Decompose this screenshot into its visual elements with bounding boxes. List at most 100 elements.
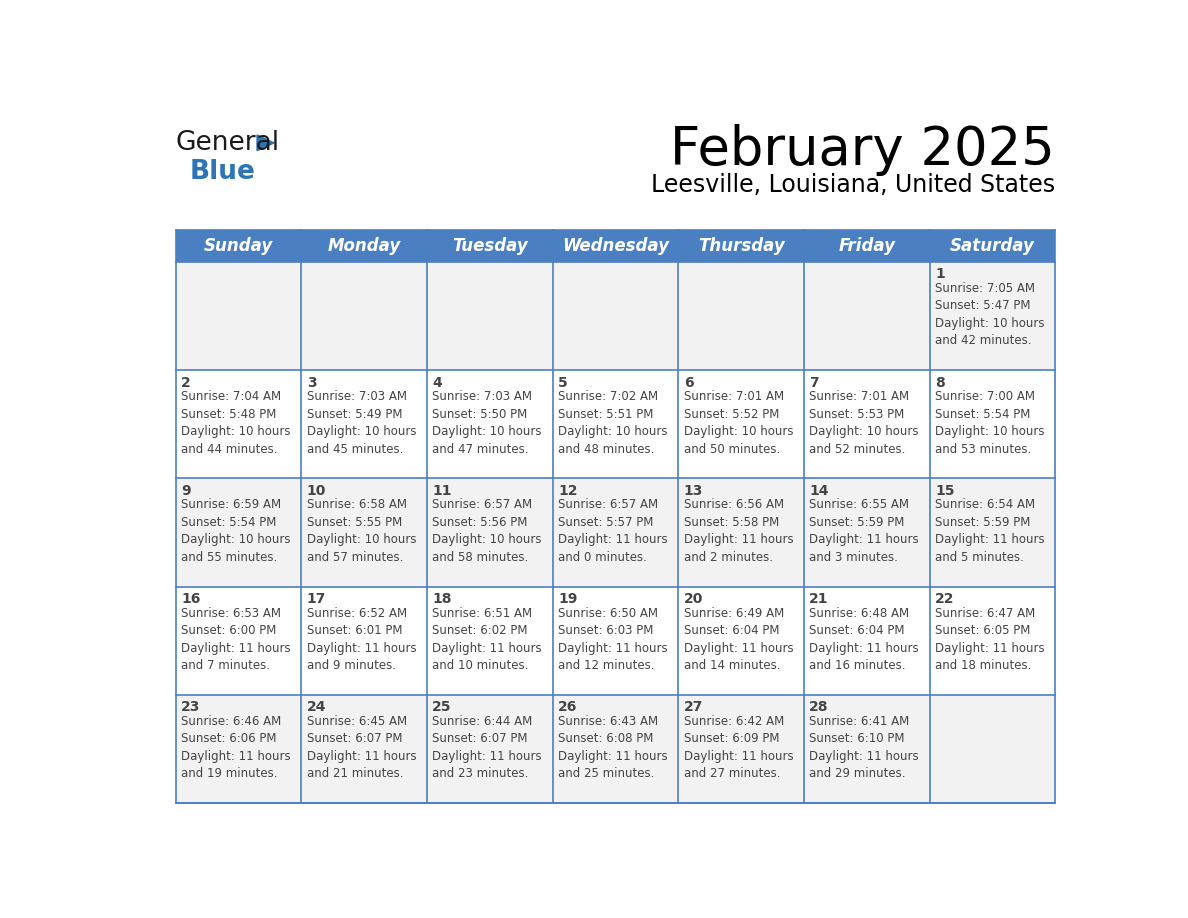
Text: February 2025: February 2025: [670, 124, 1055, 176]
Text: 12: 12: [558, 484, 577, 498]
Text: 5: 5: [558, 375, 568, 389]
Bar: [804, 478, 929, 587]
Text: 1: 1: [935, 267, 944, 281]
Text: Sunrise: 6:57 AM
Sunset: 5:56 PM
Daylight: 10 hours
and 58 minutes.: Sunrise: 6:57 AM Sunset: 5:56 PM Dayligh…: [432, 498, 542, 564]
Text: Sunrise: 6:58 AM
Sunset: 5:55 PM
Daylight: 10 hours
and 57 minutes.: Sunrise: 6:58 AM Sunset: 5:55 PM Dayligh…: [307, 498, 416, 564]
Bar: [176, 587, 302, 695]
Text: Monday: Monday: [328, 237, 400, 254]
Text: 3: 3: [307, 375, 316, 389]
Text: 19: 19: [558, 592, 577, 606]
Bar: [426, 370, 552, 478]
Bar: [929, 587, 1055, 695]
Text: 14: 14: [809, 484, 829, 498]
Text: Sunrise: 7:00 AM
Sunset: 5:54 PM
Daylight: 10 hours
and 53 minutes.: Sunrise: 7:00 AM Sunset: 5:54 PM Dayligh…: [935, 390, 1044, 455]
Text: 21: 21: [809, 592, 829, 606]
Text: Blue: Blue: [190, 160, 255, 185]
Bar: [552, 370, 678, 478]
Text: 10: 10: [307, 484, 326, 498]
Bar: [804, 262, 929, 370]
Text: Sunrise: 6:48 AM
Sunset: 6:04 PM
Daylight: 11 hours
and 16 minutes.: Sunrise: 6:48 AM Sunset: 6:04 PM Dayligh…: [809, 607, 920, 672]
Text: 27: 27: [683, 700, 703, 714]
Bar: [426, 587, 552, 695]
Bar: [176, 262, 302, 370]
Bar: [678, 695, 804, 803]
Text: Sunrise: 6:41 AM
Sunset: 6:10 PM
Daylight: 11 hours
and 29 minutes.: Sunrise: 6:41 AM Sunset: 6:10 PM Dayligh…: [809, 715, 920, 780]
Bar: [302, 478, 426, 587]
Text: Sunrise: 6:57 AM
Sunset: 5:57 PM
Daylight: 11 hours
and 0 minutes.: Sunrise: 6:57 AM Sunset: 5:57 PM Dayligh…: [558, 498, 668, 564]
Text: General: General: [176, 130, 279, 156]
Text: Friday: Friday: [839, 237, 896, 254]
Text: 11: 11: [432, 484, 451, 498]
Text: Sunrise: 7:04 AM
Sunset: 5:48 PM
Daylight: 10 hours
and 44 minutes.: Sunrise: 7:04 AM Sunset: 5:48 PM Dayligh…: [181, 390, 291, 455]
Text: 16: 16: [181, 592, 201, 606]
Bar: [929, 478, 1055, 587]
Text: Sunrise: 6:55 AM
Sunset: 5:59 PM
Daylight: 11 hours
and 3 minutes.: Sunrise: 6:55 AM Sunset: 5:59 PM Dayligh…: [809, 498, 920, 564]
Text: Sunrise: 6:53 AM
Sunset: 6:00 PM
Daylight: 11 hours
and 7 minutes.: Sunrise: 6:53 AM Sunset: 6:00 PM Dayligh…: [181, 607, 291, 672]
Text: Sunrise: 7:02 AM
Sunset: 5:51 PM
Daylight: 10 hours
and 48 minutes.: Sunrise: 7:02 AM Sunset: 5:51 PM Dayligh…: [558, 390, 668, 455]
Bar: [426, 262, 552, 370]
Text: 20: 20: [683, 592, 703, 606]
Text: 28: 28: [809, 700, 829, 714]
Bar: [929, 370, 1055, 478]
Bar: [552, 587, 678, 695]
Text: Sunrise: 6:59 AM
Sunset: 5:54 PM
Daylight: 10 hours
and 55 minutes.: Sunrise: 6:59 AM Sunset: 5:54 PM Dayligh…: [181, 498, 291, 564]
Text: Sunrise: 6:47 AM
Sunset: 6:05 PM
Daylight: 11 hours
and 18 minutes.: Sunrise: 6:47 AM Sunset: 6:05 PM Dayligh…: [935, 607, 1044, 672]
Bar: [552, 262, 678, 370]
Text: Sunrise: 7:01 AM
Sunset: 5:53 PM
Daylight: 10 hours
and 52 minutes.: Sunrise: 7:01 AM Sunset: 5:53 PM Dayligh…: [809, 390, 918, 455]
Bar: [678, 230, 804, 262]
Bar: [426, 695, 552, 803]
Text: Sunrise: 7:01 AM
Sunset: 5:52 PM
Daylight: 10 hours
and 50 minutes.: Sunrise: 7:01 AM Sunset: 5:52 PM Dayligh…: [683, 390, 794, 455]
Bar: [302, 587, 426, 695]
Text: Sunrise: 6:54 AM
Sunset: 5:59 PM
Daylight: 11 hours
and 5 minutes.: Sunrise: 6:54 AM Sunset: 5:59 PM Dayligh…: [935, 498, 1044, 564]
Bar: [552, 230, 678, 262]
Text: 22: 22: [935, 592, 954, 606]
Bar: [176, 370, 302, 478]
Bar: [552, 695, 678, 803]
Bar: [302, 262, 426, 370]
Bar: [929, 262, 1055, 370]
Text: 23: 23: [181, 700, 201, 714]
Text: 15: 15: [935, 484, 954, 498]
Bar: [552, 478, 678, 587]
Text: 26: 26: [558, 700, 577, 714]
Bar: [302, 695, 426, 803]
Text: Sunrise: 6:49 AM
Sunset: 6:04 PM
Daylight: 11 hours
and 14 minutes.: Sunrise: 6:49 AM Sunset: 6:04 PM Dayligh…: [683, 607, 794, 672]
Text: Sunrise: 6:42 AM
Sunset: 6:09 PM
Daylight: 11 hours
and 27 minutes.: Sunrise: 6:42 AM Sunset: 6:09 PM Dayligh…: [683, 715, 794, 780]
Bar: [678, 478, 804, 587]
Bar: [302, 230, 426, 262]
Text: Sunrise: 6:43 AM
Sunset: 6:08 PM
Daylight: 11 hours
and 25 minutes.: Sunrise: 6:43 AM Sunset: 6:08 PM Dayligh…: [558, 715, 668, 780]
Text: Sunrise: 6:50 AM
Sunset: 6:03 PM
Daylight: 11 hours
and 12 minutes.: Sunrise: 6:50 AM Sunset: 6:03 PM Dayligh…: [558, 607, 668, 672]
Bar: [929, 695, 1055, 803]
Text: 24: 24: [307, 700, 327, 714]
Text: Sunrise: 6:52 AM
Sunset: 6:01 PM
Daylight: 11 hours
and 9 minutes.: Sunrise: 6:52 AM Sunset: 6:01 PM Dayligh…: [307, 607, 416, 672]
Text: Sunrise: 6:46 AM
Sunset: 6:06 PM
Daylight: 11 hours
and 19 minutes.: Sunrise: 6:46 AM Sunset: 6:06 PM Dayligh…: [181, 715, 291, 780]
Bar: [426, 478, 552, 587]
Bar: [176, 695, 302, 803]
Text: Sunrise: 7:03 AM
Sunset: 5:50 PM
Daylight: 10 hours
and 47 minutes.: Sunrise: 7:03 AM Sunset: 5:50 PM Dayligh…: [432, 390, 542, 455]
Bar: [426, 230, 552, 262]
Polygon shape: [257, 135, 274, 151]
Text: Sunrise: 6:56 AM
Sunset: 5:58 PM
Daylight: 11 hours
and 2 minutes.: Sunrise: 6:56 AM Sunset: 5:58 PM Dayligh…: [683, 498, 794, 564]
Text: 6: 6: [683, 375, 694, 389]
Text: Sunrise: 6:44 AM
Sunset: 6:07 PM
Daylight: 11 hours
and 23 minutes.: Sunrise: 6:44 AM Sunset: 6:07 PM Dayligh…: [432, 715, 542, 780]
Text: Sunday: Sunday: [204, 237, 273, 254]
Bar: [678, 262, 804, 370]
Text: 9: 9: [181, 484, 191, 498]
Text: 25: 25: [432, 700, 451, 714]
Text: 2: 2: [181, 375, 191, 389]
Bar: [678, 370, 804, 478]
Bar: [929, 230, 1055, 262]
Bar: [804, 695, 929, 803]
Text: 18: 18: [432, 592, 451, 606]
Bar: [302, 370, 426, 478]
Text: Thursday: Thursday: [697, 237, 784, 254]
Text: Sunrise: 7:03 AM
Sunset: 5:49 PM
Daylight: 10 hours
and 45 minutes.: Sunrise: 7:03 AM Sunset: 5:49 PM Dayligh…: [307, 390, 416, 455]
Text: 4: 4: [432, 375, 442, 389]
Bar: [176, 230, 302, 262]
Text: 17: 17: [307, 592, 326, 606]
Text: Sunrise: 6:51 AM
Sunset: 6:02 PM
Daylight: 11 hours
and 10 minutes.: Sunrise: 6:51 AM Sunset: 6:02 PM Dayligh…: [432, 607, 542, 672]
Text: Wednesday: Wednesday: [562, 237, 669, 254]
Bar: [804, 370, 929, 478]
Bar: [804, 230, 929, 262]
Text: 13: 13: [683, 484, 703, 498]
